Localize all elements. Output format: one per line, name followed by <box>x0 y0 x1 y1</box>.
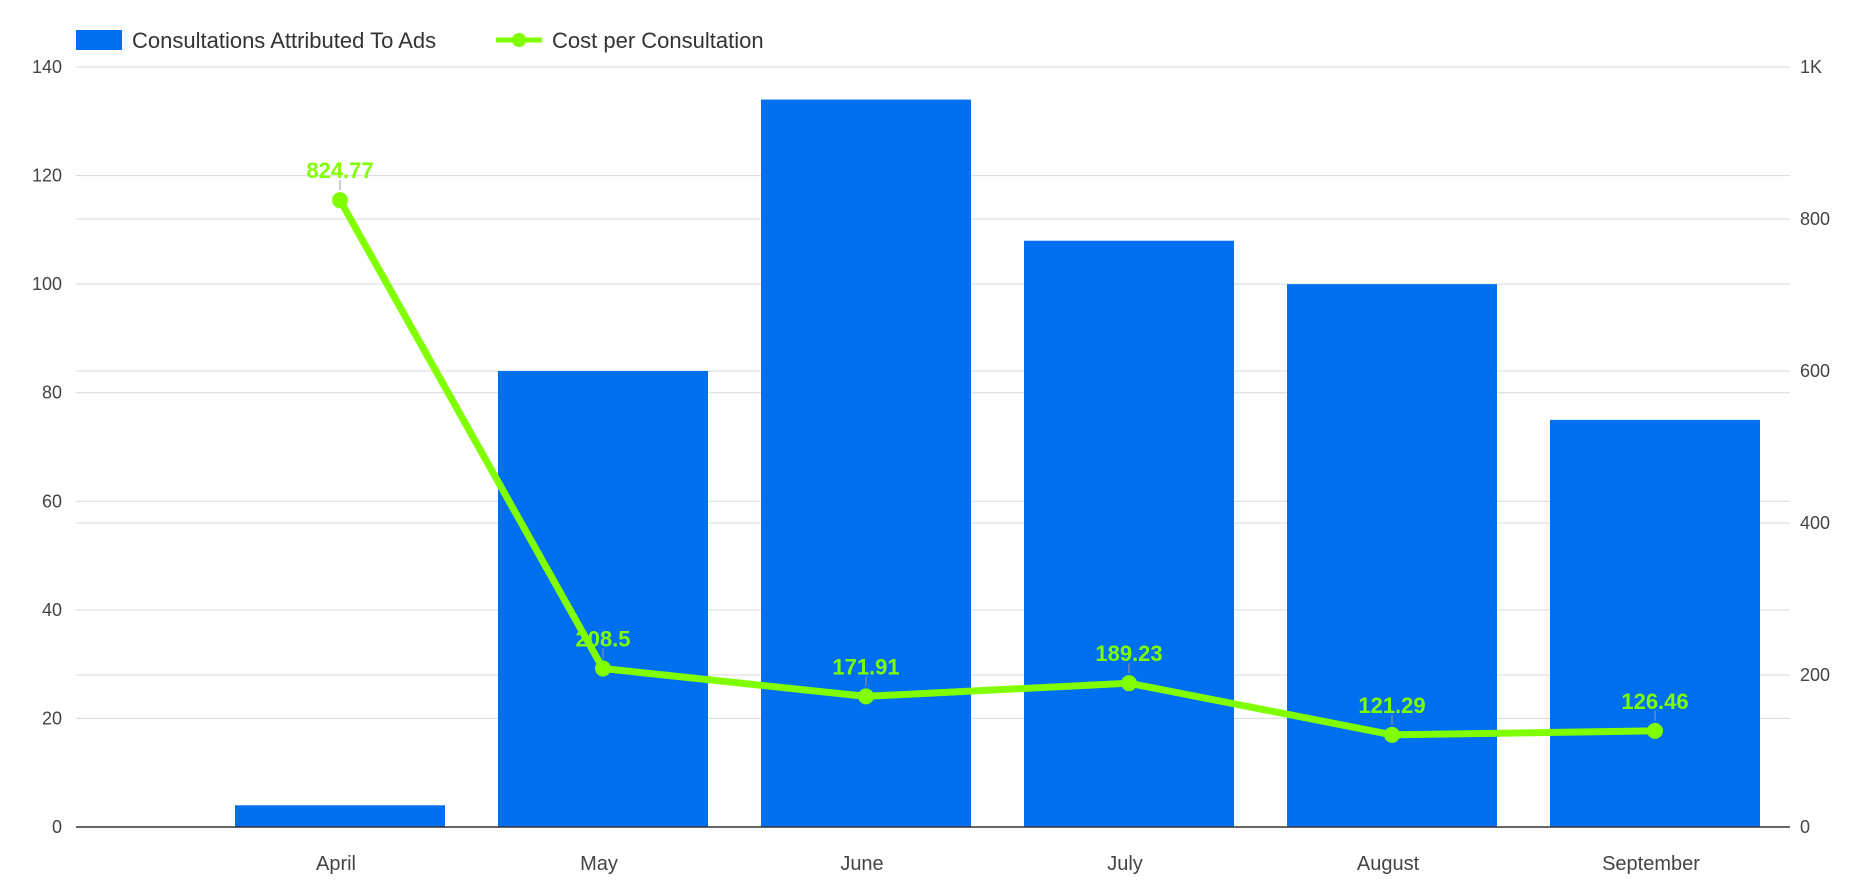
bar-june[interactable] <box>761 99 971 828</box>
y2-tick-label-1000: 1K <box>1800 57 1822 77</box>
legend-line-dot <box>512 33 526 47</box>
axes: 0 20 40 60 80 100 120 140 0 200 400 600 800 1K April Ma… <box>32 57 1830 875</box>
bar-april[interactable] <box>235 805 445 827</box>
data-label-september: 126.46 <box>1621 689 1688 714</box>
bar-may[interactable] <box>498 371 708 827</box>
y-tick-label-140: 140 <box>32 57 62 77</box>
cost-point-june[interactable] <box>858 688 874 705</box>
data-label-april: 824.77 <box>306 158 373 183</box>
legend-item-bars[interactable]: Consultations Attributed To Ads <box>76 28 436 53</box>
x-tick-label-april: April <box>316 853 356 875</box>
cost-line <box>332 192 1663 743</box>
bar-august[interactable] <box>1287 284 1497 828</box>
bars <box>235 99 1760 828</box>
cost-line-path <box>336 196 1659 739</box>
bar-july[interactable] <box>1024 240 1234 827</box>
x-tick-label-june: June <box>840 853 883 875</box>
y2-tick-label-400: 400 <box>1800 513 1830 533</box>
y2-tick-label-600: 600 <box>1800 361 1830 381</box>
legend-item-line[interactable]: Cost per Consultation <box>496 28 764 53</box>
legend: Consultations Attributed To Ads Cost per… <box>76 28 764 53</box>
y2-tick-label-200: 200 <box>1800 665 1830 685</box>
data-label-june: 171.91 <box>832 654 899 679</box>
y-tick-label-120: 120 <box>32 166 62 186</box>
y-tick-label-80: 80 <box>42 383 62 403</box>
data-label-august: 121.29 <box>1358 693 1425 718</box>
y-tick-label-60: 60 <box>42 491 62 511</box>
cost-point-may[interactable] <box>595 660 611 677</box>
cost-point-july[interactable] <box>1121 675 1137 692</box>
y2-tick-label-800: 800 <box>1800 209 1830 229</box>
y2-tick-label-0: 0 <box>1800 817 1810 837</box>
y-tick-label-40: 40 <box>42 600 62 620</box>
y-tick-label-20: 20 <box>42 708 62 728</box>
x-tick-label-september: September <box>1602 853 1700 875</box>
bar-september[interactable] <box>1550 419 1760 827</box>
data-label-may: 208.5 <box>575 627 630 652</box>
x-tick-label-july: July <box>1107 853 1143 875</box>
x-tick-label-august: August <box>1357 853 1420 875</box>
data-labels: 824.77 208.5 171.91 189.23 121.29 126.46 <box>306 158 1689 725</box>
cost-point-september[interactable] <box>1647 722 1663 739</box>
legend-bar-swatch <box>76 30 122 50</box>
legend-bar-label: Consultations Attributed To Ads <box>132 28 436 53</box>
data-label-july: 189.23 <box>1095 641 1162 666</box>
y-tick-label-100: 100 <box>32 274 62 294</box>
y-tick-label-0: 0 <box>52 817 62 837</box>
x-tick-label-may: May <box>580 853 618 875</box>
legend-line-label: Cost per Consultation <box>552 28 764 53</box>
cost-point-august[interactable] <box>1384 726 1400 743</box>
cost-point-april[interactable] <box>332 192 348 209</box>
